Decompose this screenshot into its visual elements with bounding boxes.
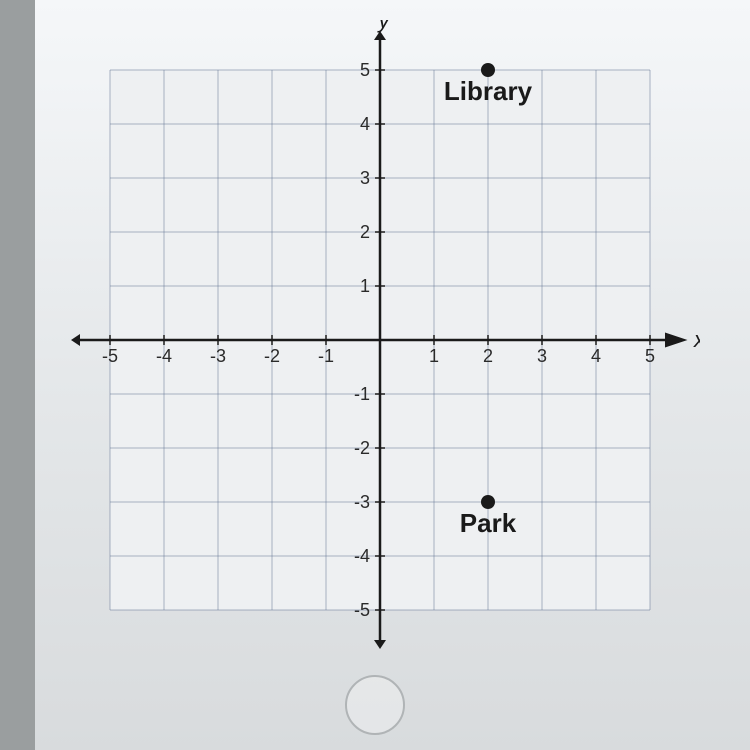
x-tick-label: -1: [318, 346, 334, 366]
data-point: [481, 63, 495, 77]
y-tick-label: -4: [354, 546, 370, 566]
data-point-label: Park: [460, 508, 517, 538]
screenshot-container: -5 -4 -3 -2 -1 1 2 3 4 5 -5 -4 -3 -2 -1 1 2 3 4 5 x y Library P…: [0, 0, 750, 750]
y-axis-label: y: [377, 20, 392, 33]
x-axis-arrow-left: [71, 334, 80, 346]
y-tick-label: 3: [360, 168, 370, 188]
y-tick-label: 4: [360, 114, 370, 134]
x-tick-label: -2: [264, 346, 280, 366]
data-point: [481, 495, 495, 509]
x-tick-label: 1: [429, 346, 439, 366]
x-tick-label: -4: [156, 346, 172, 366]
x-tick-label: 3: [537, 346, 547, 366]
y-tick-label: 5: [360, 60, 370, 80]
x-tick-label: 5: [645, 346, 655, 366]
y-tick-label: 2: [360, 222, 370, 242]
y-tick-label: -3: [354, 492, 370, 512]
y-tick-label: -5: [354, 600, 370, 620]
y-tick-label: -1: [354, 384, 370, 404]
data-point-label: Library: [444, 76, 533, 106]
x-tick-label: 2: [483, 346, 493, 366]
y-axis-arrow-down: [374, 640, 386, 649]
x-axis-label: x: [693, 327, 700, 352]
y-tick-label: -2: [354, 438, 370, 458]
y-tick-label: 1: [360, 276, 370, 296]
x-tick-label: -5: [102, 346, 118, 366]
chart-svg: -5 -4 -3 -2 -1 1 2 3 4 5 -5 -4 -3 -2 -1 1 2 3 4 5 x y Library P…: [60, 20, 700, 660]
left-gutter: [0, 0, 35, 750]
nav-indicator-icon: [345, 675, 405, 735]
x-tick-label: -3: [210, 346, 226, 366]
x-tick-label: 4: [591, 346, 601, 366]
coordinate-chart: -5 -4 -3 -2 -1 1 2 3 4 5 -5 -4 -3 -2 -1 1 2 3 4 5 x y Library P…: [60, 20, 700, 660]
